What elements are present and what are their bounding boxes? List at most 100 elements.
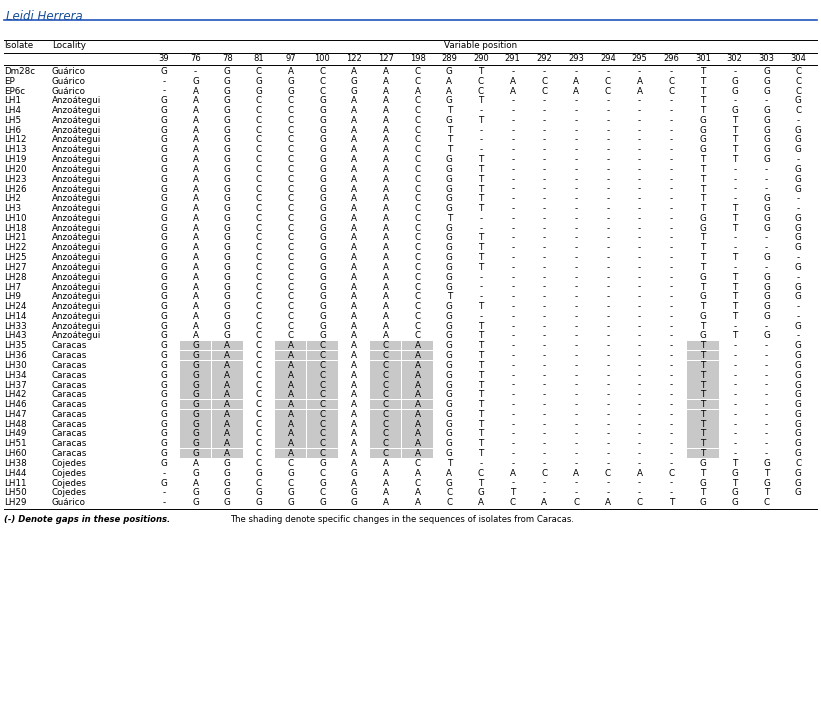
Text: G: G	[446, 331, 452, 341]
Text: T: T	[732, 126, 737, 135]
Text: G: G	[319, 204, 326, 213]
Text: G: G	[319, 253, 326, 262]
Text: EP: EP	[4, 76, 15, 86]
Text: G: G	[160, 420, 167, 429]
Text: G: G	[446, 116, 452, 125]
Bar	[370, 410, 401, 419]
Text: -: -	[479, 126, 483, 135]
Bar	[275, 351, 306, 360]
Text: -: -	[670, 449, 673, 458]
Text: G: G	[319, 478, 326, 488]
Bar	[687, 341, 718, 350]
Bar	[402, 410, 433, 419]
Text: -: -	[733, 449, 736, 458]
Text: -: -	[606, 243, 609, 253]
Text: G: G	[446, 371, 452, 380]
Text: -: -	[765, 371, 768, 380]
Text: G: G	[287, 498, 294, 507]
Text: G: G	[224, 469, 231, 478]
Text: G: G	[763, 155, 770, 164]
Bar	[370, 371, 401, 380]
Text: -: -	[163, 76, 165, 86]
Text: -: -	[638, 135, 641, 144]
Text: C: C	[256, 293, 262, 301]
Text: C: C	[256, 253, 262, 262]
Text: A: A	[224, 341, 230, 350]
Bar	[370, 400, 401, 409]
Text: G: G	[192, 381, 199, 389]
Text: -: -	[606, 184, 609, 194]
Text: C: C	[319, 67, 325, 76]
Text: G: G	[160, 361, 167, 370]
Text: T: T	[700, 439, 706, 448]
Text: G: G	[160, 302, 167, 311]
Text: G: G	[160, 478, 167, 488]
Text: -: -	[765, 361, 768, 370]
Text: C: C	[764, 498, 769, 507]
Text: C: C	[383, 449, 389, 458]
Text: -: -	[543, 126, 546, 135]
Text: -: -	[606, 312, 609, 321]
Text: -: -	[479, 282, 483, 291]
Text: A: A	[193, 478, 199, 488]
Text: -: -	[796, 302, 800, 311]
Text: -: -	[511, 214, 514, 223]
Text: G: G	[699, 116, 706, 125]
Bar	[370, 360, 401, 370]
Text: Anzoátegui: Anzoátegui	[52, 165, 101, 174]
Text: -: -	[796, 194, 800, 203]
Bar	[370, 439, 401, 448]
Text: C: C	[319, 488, 325, 497]
Text: G: G	[319, 302, 326, 311]
Text: G: G	[446, 263, 452, 272]
Bar	[687, 410, 718, 419]
Text: A: A	[351, 184, 357, 194]
Text: -: -	[543, 67, 546, 76]
Text: -: -	[606, 439, 609, 448]
Text: 100: 100	[314, 54, 330, 63]
Text: -: -	[606, 449, 609, 458]
Text: G: G	[160, 204, 167, 213]
Text: G: G	[192, 341, 199, 350]
Text: G: G	[699, 498, 706, 507]
Text: G: G	[351, 488, 357, 497]
Text: T: T	[447, 459, 452, 468]
Text: C: C	[415, 155, 420, 164]
Bar	[180, 430, 211, 438]
Text: A: A	[383, 204, 389, 213]
Text: 301: 301	[695, 54, 711, 63]
Text: T: T	[479, 381, 484, 389]
Text: -: -	[733, 410, 736, 419]
Text: A: A	[636, 87, 643, 95]
Text: Leidi Herrera: Leidi Herrera	[6, 10, 83, 23]
Text: 39: 39	[158, 54, 169, 63]
Text: A: A	[383, 488, 389, 497]
Text: Caracas: Caracas	[52, 449, 87, 458]
Text: G: G	[160, 116, 167, 125]
Text: T: T	[479, 67, 484, 76]
Text: G: G	[795, 410, 801, 419]
Text: -: -	[733, 361, 736, 370]
Text: G: G	[446, 449, 452, 458]
Text: A: A	[573, 76, 579, 86]
Text: G: G	[319, 96, 326, 106]
Text: T: T	[479, 234, 484, 242]
Text: A: A	[193, 263, 199, 272]
Text: Anzoátegui: Anzoátegui	[52, 223, 101, 233]
Text: A: A	[193, 223, 199, 233]
Text: -: -	[606, 96, 609, 106]
Text: -: -	[670, 243, 673, 253]
Text: C: C	[541, 469, 548, 478]
Text: T: T	[732, 273, 737, 282]
Text: C: C	[795, 106, 801, 115]
Text: -: -	[511, 381, 514, 389]
Text: -: -	[765, 420, 768, 429]
Text: -: -	[670, 234, 673, 242]
Text: G: G	[160, 400, 167, 409]
Text: G: G	[795, 400, 801, 409]
Text: -: -	[543, 459, 546, 468]
Bar	[402, 439, 433, 448]
Text: G: G	[732, 76, 738, 86]
Text: A: A	[287, 67, 294, 76]
Text: -: -	[575, 223, 578, 233]
